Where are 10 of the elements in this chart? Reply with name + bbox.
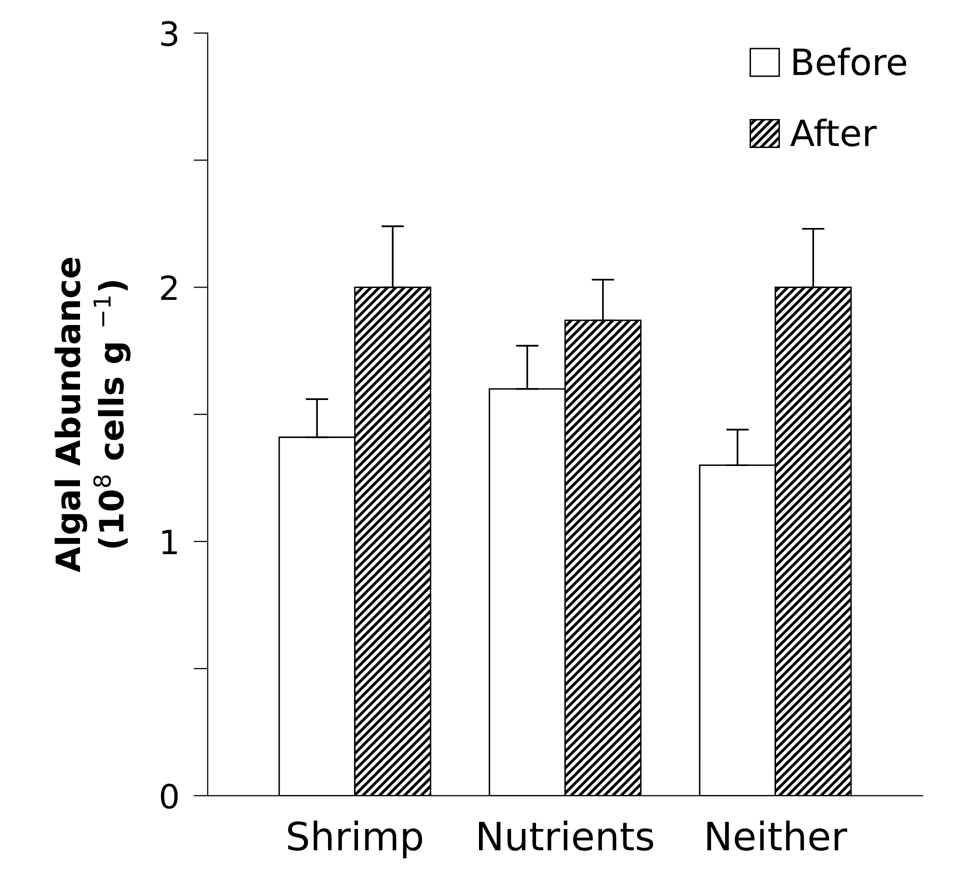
x-tick-label: Neither [707, 820, 848, 851]
x-tick-label: Nutrients [479, 820, 654, 851]
y-tick-label: 0 [160, 784, 178, 809]
y-tick-label: 2 [161, 275, 177, 300]
x-tick-label: Shrimp [288, 820, 422, 858]
legend-label: Before [794, 48, 906, 76]
legend-label: After [790, 118, 877, 147]
y-tick-label: 1 [162, 530, 177, 554]
y-axis-title: Algal Abundance (10$^{8}$ cells g $^{−1}$) [54, 258, 131, 572]
y-tick-label: 3 [161, 21, 178, 46]
